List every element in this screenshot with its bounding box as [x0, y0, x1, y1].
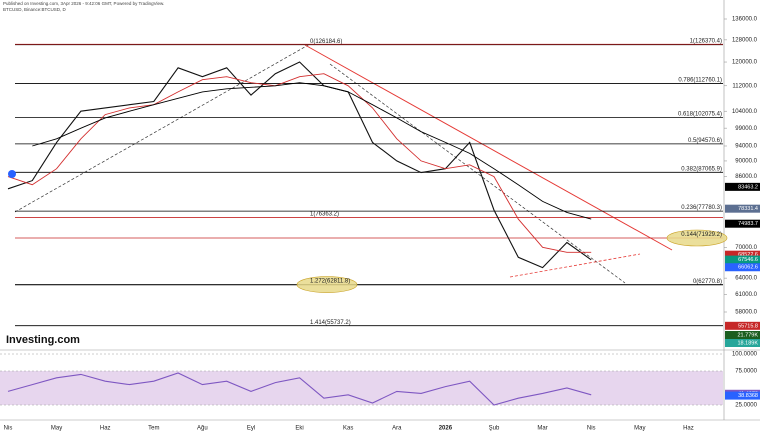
trendline — [509, 253, 641, 278]
price-badge-label: 83463.2 — [738, 184, 758, 190]
fib-label: 0.786(112760.1) — [678, 78, 722, 84]
x-tick-label: May — [51, 426, 62, 432]
price-badge — [725, 321, 760, 330]
y-tick-label: 75.0000 — [735, 369, 757, 375]
fib-label: 0.382(87065.9) — [681, 166, 722, 172]
x-tick-label: Eki — [295, 426, 303, 432]
price-badge-label: 67546.6 — [738, 257, 758, 263]
x-tick-label: Ağu — [197, 426, 208, 432]
x-tick-label: Kas — [343, 426, 353, 432]
volume-badge — [725, 331, 760, 339]
fib-label: 0(126184.6) — [310, 39, 342, 45]
volume-badge-label: 21.779K — [738, 332, 759, 338]
price-badge — [725, 263, 760, 272]
series-line — [7, 61, 592, 269]
x-tick-label: Eyl — [247, 426, 255, 432]
price-badge — [725, 255, 760, 264]
logo: Investing.com — [6, 334, 80, 346]
rsi-badge-label: 38.8368 — [738, 393, 758, 399]
x-tick-label: Haz — [100, 426, 111, 432]
x-tick-label: Nis — [587, 426, 596, 432]
x-tick-label: Şub — [489, 426, 500, 432]
y-tick-label: 58000.0 — [735, 310, 757, 316]
fib-label: 0.144(71929.2) — [681, 232, 722, 238]
fib-label: 1(126370.4) — [690, 38, 722, 44]
price-badge — [725, 219, 760, 228]
fib-label: 1.272(62811.8) — [310, 279, 350, 285]
highlight — [666, 229, 728, 247]
volume-badge — [725, 339, 760, 347]
price-badge-label: 68522.6 — [738, 252, 758, 258]
header-symbol: BTCUSD, Binance:BTCUSD, D — [3, 7, 67, 12]
y-tick-label: 61000.0 — [735, 292, 757, 298]
x-tick-label: Nis — [4, 426, 13, 432]
price-badge-label: 66062.6 — [738, 265, 758, 271]
event-marker — [8, 170, 16, 178]
fib-label: 1(76363.2) — [310, 212, 339, 218]
rsi-badge — [725, 391, 760, 400]
y-tick-label: 99000.0 — [735, 126, 757, 132]
price-badge — [725, 182, 760, 191]
fib-label: 0.236(77780.3) — [681, 205, 722, 211]
price-badge — [725, 204, 760, 213]
fib-label: 0(62770.8) — [693, 279, 722, 285]
trendline — [14, 43, 311, 213]
x-tick-label: Ara — [392, 426, 402, 432]
y-tick-label: 136000.0 — [732, 17, 758, 23]
series-line — [7, 73, 592, 253]
y-tick-label: 90000.0 — [735, 159, 757, 165]
series-line — [7, 372, 592, 406]
y-tick-label: 25.0000 — [735, 403, 757, 409]
fib-label: 0.618(102075.4) — [678, 112, 722, 118]
y-tick-label: 100.0000 — [732, 352, 758, 358]
y-tick-label: 128000.0 — [732, 37, 758, 43]
x-tick-label: Haz — [683, 426, 694, 432]
header-line: Published on Investing.com, 3Apr 2026 - … — [3, 1, 164, 6]
fib-label: 0.5(94570.6) — [688, 138, 722, 144]
series-line — [32, 82, 592, 220]
rsi-band — [0, 371, 723, 405]
price-badge-label: 78331.4 — [738, 206, 758, 212]
y-tick-label: 112000.0 — [732, 83, 757, 89]
y-tick-label: 64000.0 — [735, 276, 757, 282]
highlight — [296, 276, 358, 293]
x-tick-label: Mar — [537, 426, 547, 432]
trendline — [329, 63, 626, 284]
y-tick-label: 70000.0 — [735, 245, 757, 251]
y-tick-label: 86000.0 — [735, 174, 757, 180]
y-tick-label: 104000.0 — [732, 109, 758, 115]
plot: 136000.0 128000.0 120000.0 112000.0 104000.0… — [0, 17, 760, 432]
y-tick-label: 120000.0 — [732, 60, 758, 66]
volume-badge-label: 18.189K — [738, 340, 759, 346]
x-tick-label: May — [634, 426, 645, 432]
x-tick-label: Tem — [148, 426, 159, 432]
trendline — [304, 44, 673, 251]
price-badge — [725, 250, 760, 259]
y-tick-label: 94000.0 — [735, 144, 757, 150]
price-badge-label: 74983.7 — [738, 221, 758, 227]
x-tick-label: 2026 — [439, 426, 453, 432]
fib-label: 1.414(55737.2) — [310, 320, 351, 326]
price-badge-label: 55715.8 — [738, 323, 758, 329]
